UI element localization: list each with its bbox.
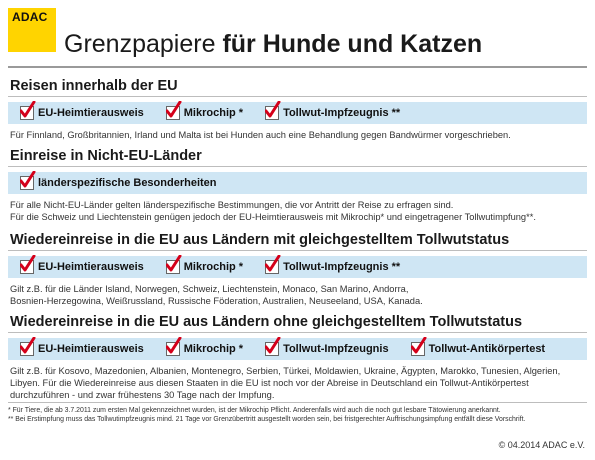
requirement-item: Tollwut-Impfzeugnis **	[265, 101, 401, 120]
requirement-item: Tollwut-Antikörpertest	[410, 337, 546, 356]
requirement-label: EU-Heimtierausweis	[38, 107, 144, 119]
requirement-label: länderspezifische Besonderheiten	[38, 177, 217, 189]
requirement-label: Tollwut-Impfzeugnis	[283, 343, 389, 355]
requirement-item: Mikrochip *	[165, 255, 244, 274]
section-3: Wiedereinreise in die EU aus Ländern mit…	[8, 230, 587, 307]
body-line: Bosnien-Herzegowina, Weißrussland, Russi…	[10, 296, 423, 306]
requirement-item: Tollwut-Impfzeugnis **	[265, 255, 401, 274]
footnotes: * Für Tiere, die ab 3.7.2011 zum ersten …	[8, 402, 587, 424]
body-line: Gilt z.B. für die Länder Island, Norwege…	[10, 284, 409, 294]
section-heading: Reisen innerhalb der EU	[8, 76, 587, 97]
requirement-item: EU-Heimtierausweis	[20, 255, 144, 274]
requirement-item: Tollwut-Impfzeugnis	[265, 337, 389, 356]
requirement-label: Tollwut-Antikörpertest	[428, 343, 546, 355]
section-heading: Einreise in Nicht-EU-Länder	[8, 146, 587, 167]
body-line: Für alle Nicht-EU-Länder gelten ländersp…	[10, 200, 454, 210]
requirement-item: Mikrochip *	[165, 101, 244, 120]
section-4: Wiedereinreise in die EU aus Ländern ohn…	[8, 312, 587, 401]
footnote-vaccination: ** Bei Erstimpfung muss das Tollwutimpfz…	[8, 416, 526, 423]
requirements-strip: länderspezifische Besonderheiten	[8, 171, 587, 194]
section-1: Reisen innerhalb der EU EU-Heimtierauswei…	[8, 76, 587, 141]
section-body: Gilt z.B. für Kosovo, Mazedonien, Albani…	[8, 365, 587, 401]
section-heading: Wiedereinreise in die EU aus Ländern ohn…	[8, 312, 587, 333]
body-line: Libyen. Für die Wiedereinreise aus diese…	[10, 378, 529, 388]
checkbox-check-icon	[165, 101, 182, 120]
section-body: Für Finnland, Großbritannien, Irland und…	[8, 129, 587, 141]
requirement-item: länderspezifische Besonderheiten	[20, 171, 217, 190]
requirement-label: Tollwut-Impfzeugnis **	[283, 261, 401, 273]
requirement-item: EU-Heimtierausweis	[20, 101, 144, 120]
footnote-chip: * Für Tiere, die ab 3.7.2011 zum ersten …	[8, 407, 501, 414]
checkbox-check-icon	[265, 255, 281, 274]
title-bold: für Hunde und Katzen	[222, 30, 483, 58]
page-title: Grenzpapiere für Hunde und Katzen	[64, 30, 482, 59]
checkbox-check-icon	[265, 101, 281, 120]
checkbox-check-icon	[20, 337, 36, 356]
requirements-strip: EU-Heimtierausweis Mikrochip * Tollwut-Imp…	[8, 337, 587, 360]
checkbox-check-icon	[265, 337, 281, 356]
requirement-label: EU-Heimtierausweis	[38, 343, 144, 355]
requirement-item: EU-Heimtierausweis	[20, 337, 144, 356]
requirement-label: Mikrochip *	[183, 261, 244, 273]
requirement-label: Mikrochip *	[183, 343, 244, 355]
title-light: Grenzpapiere	[64, 30, 223, 58]
requirement-label: Mikrochip *	[183, 107, 244, 119]
checkbox-check-icon	[165, 337, 182, 356]
checkbox-check-icon	[20, 255, 36, 274]
checkbox-check-icon	[20, 101, 36, 120]
section-2: Einreise in Nicht-EU-Länder länderspezifi…	[8, 146, 587, 223]
section-body: Gilt z.B. für die Länder Island, Norwege…	[8, 283, 587, 307]
section-heading: Wiedereinreise in die EU aus Ländern mit…	[8, 230, 587, 251]
body-line: durchzuführen - und zwar frühestens 30 T…	[10, 390, 275, 400]
copyright: © 04.2014 ADAC e.V.	[498, 440, 585, 450]
requirement-label: EU-Heimtierausweis	[38, 261, 144, 273]
title-divider	[8, 66, 587, 68]
requirements-strip: EU-Heimtierausweis Mikrochip * Tollwut-Imp…	[8, 101, 587, 124]
checkbox-check-icon	[165, 255, 182, 274]
body-line: Gilt z.B. für Kosovo, Mazedonien, Albani…	[10, 366, 561, 376]
adac-logo: ADAC	[8, 8, 56, 52]
body-line: Für die Schweiz und Liechtenstein genüge…	[10, 212, 536, 222]
requirement-item: Mikrochip *	[165, 337, 244, 356]
body-line: Für Finnland, Großbritannien, Irland und…	[10, 130, 511, 140]
requirement-label: Tollwut-Impfzeugnis **	[283, 107, 401, 119]
requirements-strip: EU-Heimtierausweis Mikrochip * Tollwut-Imp…	[8, 255, 587, 278]
checkbox-check-icon	[20, 171, 36, 190]
logo-text: ADAC	[12, 10, 48, 24]
checkbox-check-icon	[410, 337, 427, 356]
section-body: Für alle Nicht-EU-Länder gelten ländersp…	[8, 199, 587, 223]
